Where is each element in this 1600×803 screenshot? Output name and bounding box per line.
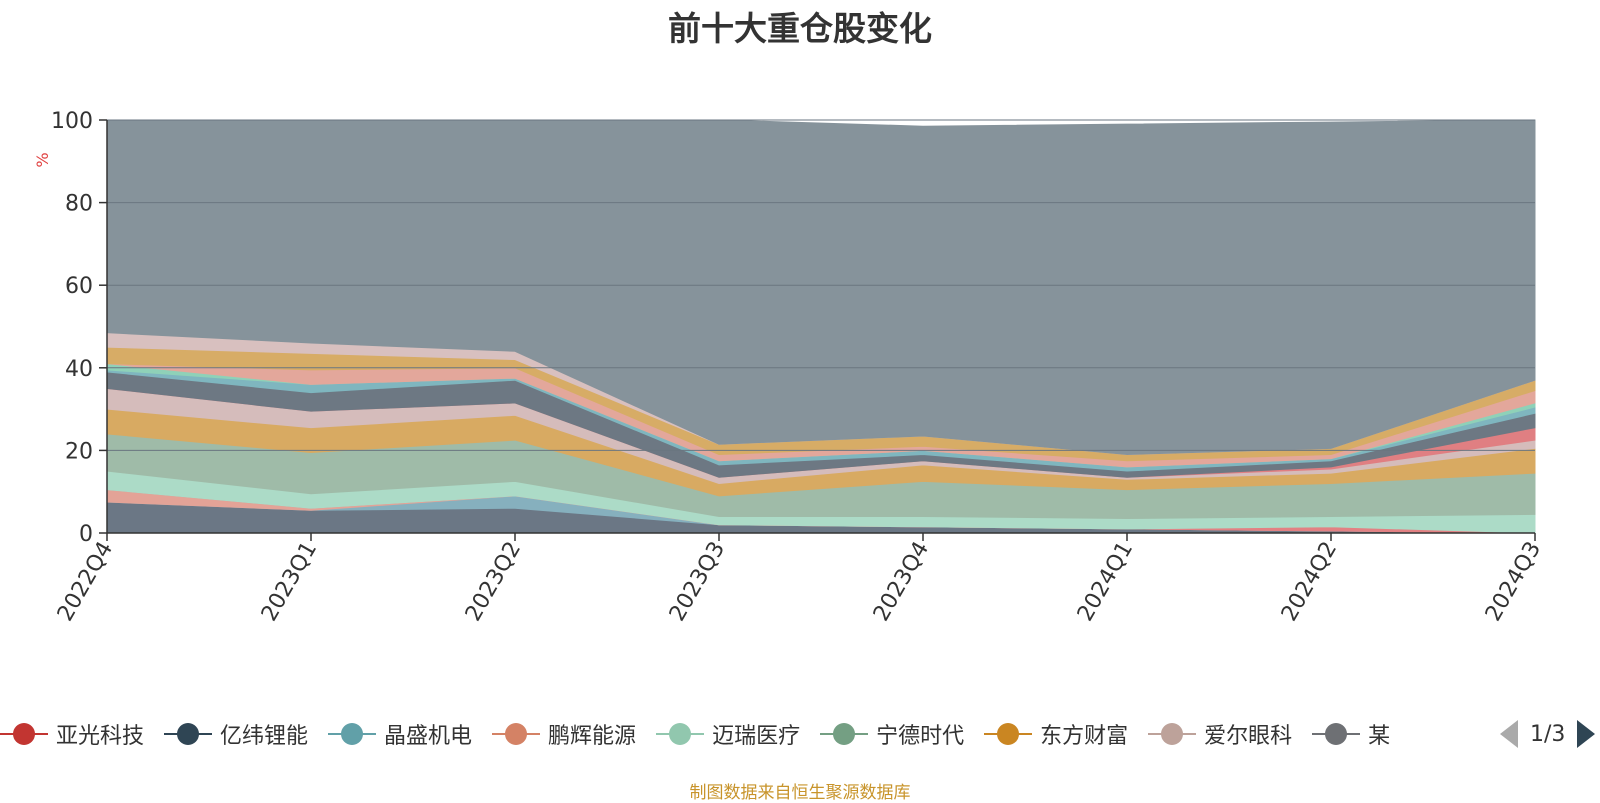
legend-item[interactable]: 宁德时代 [820, 714, 982, 754]
y-tick-label: 20 [65, 439, 93, 464]
y-tick-label: 40 [65, 357, 93, 382]
legend-marker-icon [328, 722, 377, 746]
area-series-group [106, 119, 1536, 534]
x-tick-label: 2023Q1 [257, 538, 322, 626]
legend-marker-icon [656, 722, 705, 746]
legend-page-indicator: 1/3 [1530, 721, 1566, 747]
legend-marker-icon [820, 722, 869, 746]
legend-pager: 1/3 [1500, 718, 1600, 750]
x-tick-label: 2024Q3 [1481, 538, 1546, 626]
legend-label: 东方财富 [1040, 724, 1129, 749]
legend-item[interactable]: 亿纬锂能 [164, 714, 326, 754]
grid-lines [107, 119, 1535, 451]
chart-title: 前十大重仓股变化 [668, 9, 932, 48]
legend-marker-icon [0, 722, 48, 746]
legend-label: 爱尔眼科 [1204, 724, 1293, 749]
legend-label: 亚光科技 [56, 724, 145, 749]
legend-next-page-icon[interactable] [1577, 720, 1596, 748]
legend-label: 鹏辉能源 [548, 724, 637, 749]
data-source-note: 制图数据来自恒生聚源数据库 [689, 783, 911, 803]
y-tick-label: 60 [65, 274, 93, 299]
legend: 亚光科技 亿纬锂能 晶盛机电 鹏辉能源 迈瑞医疗 宁德时代 东方财富 爱尔眼科 某 [0, 714, 1490, 754]
legend-item[interactable]: 某 [1312, 714, 1408, 754]
legend-label: 迈瑞医疗 [712, 724, 801, 749]
legend-item[interactable]: 爱尔眼科 [1148, 714, 1310, 754]
y-axis-label: % [33, 152, 52, 167]
legend-item[interactable]: 迈瑞医疗 [656, 714, 818, 754]
y-tick-label: 100 [51, 109, 93, 134]
legend-marker-icon [1148, 722, 1197, 746]
y-tick-label: 80 [65, 192, 93, 217]
legend-prev-page-icon[interactable] [1500, 720, 1518, 748]
legend-item[interactable]: 晶盛机电 [328, 714, 490, 754]
legend-label: 亿纬锂能 [220, 724, 309, 749]
legend-label: 某 [1368, 724, 1391, 749]
legend-label: 晶盛机电 [384, 724, 473, 749]
legend-marker-icon [1312, 722, 1361, 746]
legend-item[interactable]: 鹏辉能源 [492, 714, 654, 754]
x-tick-label: 2024Q1 [1073, 538, 1138, 626]
legend-item[interactable]: 东方财富 [984, 714, 1146, 754]
x-tick-label: 2024Q2 [1277, 538, 1342, 626]
legend-label: 宁德时代 [876, 724, 965, 749]
stacked-area-chart: 0 20 40 60 80 100 2022Q4 2023Q1 2023Q2 2023Q3 2023… [33, 109, 1546, 626]
x-tick-label: 2023Q3 [665, 538, 730, 626]
x-tick-label: 2022Q4 [53, 538, 118, 626]
legend-marker-icon [492, 722, 541, 746]
y-tick-label: 0 [79, 522, 93, 547]
legend-marker-icon [984, 722, 1033, 746]
legend-item[interactable]: 亚光科技 [0, 714, 162, 754]
x-tick-label: 2023Q4 [869, 538, 934, 626]
legend-marker-icon [164, 722, 213, 746]
x-tick-label: 2023Q2 [461, 538, 526, 626]
